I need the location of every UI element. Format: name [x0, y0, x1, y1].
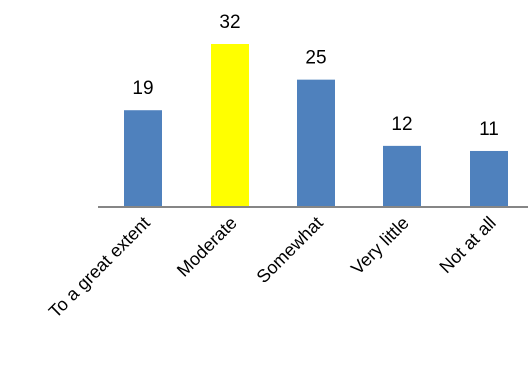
- value-label-to-a-great-extent: 19: [132, 78, 153, 99]
- category-label-not-at-all: Not at all: [435, 213, 499, 277]
- bar-to-a-great-extent: [124, 110, 162, 207]
- category-labels-group: To a great extent Moderate Somewhat Very li…: [45, 213, 500, 322]
- category-label-to-a-great-extent: To a great extent: [45, 213, 154, 322]
- value-label-somewhat: 25: [305, 48, 326, 69]
- bar-somewhat: [297, 79, 335, 207]
- value-label-very-little: 12: [391, 114, 412, 135]
- bars-group: [124, 44, 508, 207]
- bar-not-at-all: [470, 150, 508, 207]
- value-label-moderate: 32: [219, 12, 240, 33]
- category-label-somewhat: Somewhat: [253, 213, 327, 287]
- value-label-not-at-all: 11: [479, 119, 499, 140]
- category-label-very-little: Very little: [347, 213, 413, 279]
- category-label-moderate: Moderate: [173, 213, 241, 281]
- bar-moderate: [211, 44, 249, 207]
- bar-very-little: [383, 145, 421, 207]
- value-labels-group: 19 32 25 12 11: [132, 12, 498, 140]
